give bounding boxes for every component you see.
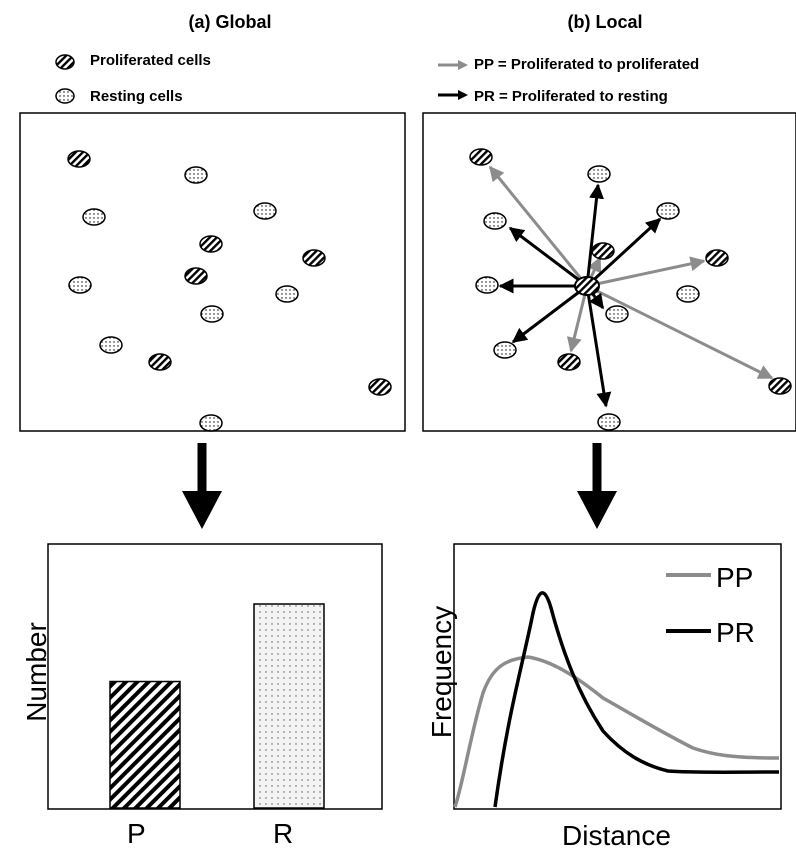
proliferated-cell	[469, 148, 493, 166]
bar-category-label: R	[273, 818, 294, 849]
legend-pr-series-label: PR	[716, 617, 755, 648]
down-arrow-global-icon	[182, 443, 222, 529]
proliferated-cell	[557, 353, 581, 371]
resting-cell	[605, 305, 629, 323]
legend-proliferated-label: Proliferated cells	[90, 52, 211, 69]
pr-arrow	[585, 217, 662, 288]
pp-arrow	[586, 256, 706, 288]
legend-pp-series-label: PP	[716, 562, 754, 593]
bar-category-label: P	[127, 818, 146, 849]
local-resting-cells	[475, 165, 700, 431]
proliferated-cell	[199, 235, 223, 253]
resting-cell	[475, 276, 499, 294]
proliferated-cell	[302, 249, 326, 267]
curve-chart-xlabel: Distance	[562, 820, 671, 851]
resting-cell	[656, 202, 680, 220]
pp-arrow	[586, 284, 774, 380]
resting-cell	[199, 414, 223, 432]
pr-arrow	[511, 284, 588, 344]
resting-cell	[597, 413, 621, 431]
local-panel-frame	[422, 112, 796, 432]
pr-arrow	[585, 285, 612, 408]
legend-pr-label: PR = Proliferated to resting	[474, 88, 668, 105]
resting-cell	[493, 341, 517, 359]
local-proliferated-cells	[469, 148, 792, 395]
pp-arrow	[566, 285, 589, 353]
resting-cell	[483, 212, 507, 230]
proliferated-cell	[705, 249, 729, 267]
bar-R	[253, 603, 325, 809]
resting-cell-legend-icon	[55, 88, 75, 104]
legend-resting-label: Resting cells	[90, 88, 183, 105]
title-global: (a) Global	[188, 12, 272, 32]
resting-cell	[676, 285, 700, 303]
pr-arrow	[585, 183, 604, 287]
resting-cell	[184, 166, 208, 184]
title-local: (b) Local	[567, 12, 643, 32]
global-resting-cells	[68, 166, 299, 432]
curve-chart	[453, 543, 782, 810]
pr-legend-arrow-icon	[438, 90, 468, 100]
pp-legend-arrow-icon	[438, 60, 468, 70]
pp-curve	[453, 655, 780, 808]
bar-P	[109, 680, 181, 809]
proliferated-cell-legend-icon	[55, 54, 75, 70]
pp-arrows	[488, 165, 774, 380]
proliferated-cell	[768, 377, 792, 395]
proliferated-cell	[67, 150, 91, 168]
curve-chart-frame	[453, 543, 782, 810]
global-proliferated-cells	[67, 150, 392, 396]
resting-cell	[68, 276, 92, 294]
down-arrow-local-icon	[577, 443, 617, 529]
pr-arrows	[498, 183, 662, 408]
center-proliferated-cell	[574, 276, 600, 296]
resting-cell	[82, 208, 106, 226]
proliferated-cell	[591, 242, 615, 260]
cell-scatter-panels	[19, 112, 796, 432]
resting-cell	[253, 202, 277, 220]
resting-cell	[99, 336, 123, 354]
bar-chart	[47, 543, 383, 810]
bar-chart-frame	[47, 543, 383, 810]
proliferated-cell	[368, 378, 392, 396]
resting-cell	[275, 285, 299, 303]
pr-curve	[493, 591, 780, 808]
proliferated-cell	[148, 353, 172, 371]
resting-cell	[587, 165, 611, 183]
pr-arrow	[508, 226, 588, 288]
resting-cell	[200, 305, 224, 323]
proliferated-cell	[184, 267, 208, 285]
legend-pp-label: PP = Proliferated to proliferated	[474, 56, 700, 73]
pp-arrow	[488, 165, 589, 287]
